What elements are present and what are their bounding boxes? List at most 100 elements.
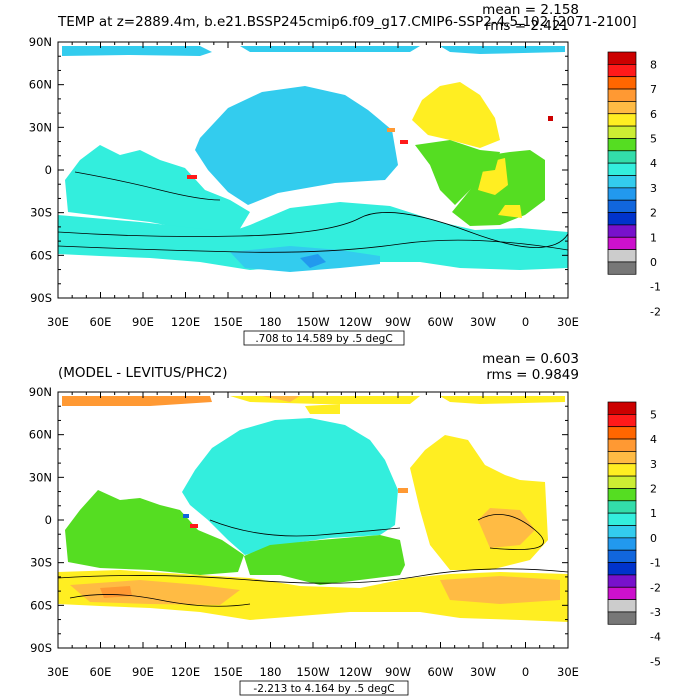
colorbar-swatch xyxy=(607,51,637,65)
colorbar-label: -5 xyxy=(650,655,661,668)
y-tick-label: 30S xyxy=(30,556,52,570)
colorbar-label: 3 xyxy=(650,458,657,471)
x-tick-label: 30E xyxy=(47,665,69,679)
colorbar-swatch xyxy=(607,537,637,551)
x-tick-label: 30E xyxy=(557,315,579,329)
y-tick-label: 60S xyxy=(30,598,52,612)
colorbar-label: 5 xyxy=(650,408,657,421)
panel-2-arctic-patch xyxy=(305,404,340,414)
y-tick-label: 60N xyxy=(29,428,52,442)
x-tick-label: 90W xyxy=(385,665,411,679)
panel-2-southern-field xyxy=(58,570,568,622)
panel-1-red-dot xyxy=(400,140,408,144)
panel-1-arctic-field-east xyxy=(240,46,420,52)
y-tick-label: 90N xyxy=(29,385,52,399)
panel-1-equatorial-atlantic-field xyxy=(415,140,500,205)
x-tick-label: 90W xyxy=(385,315,411,329)
colorbar-label: -1 xyxy=(650,557,661,570)
colorbar-swatch xyxy=(607,562,637,576)
x-tick-label: 120W xyxy=(339,665,372,679)
panel-1-mean: mean = 2.158 xyxy=(482,2,579,18)
colorbar-swatch xyxy=(607,63,637,78)
panel-2-mean: mean = 0.603 xyxy=(482,351,579,367)
panel-2-blue-dot xyxy=(183,514,189,518)
panel-2-title: (MODEL - LEVITUS/PHC2) xyxy=(58,365,228,381)
x-tick-label: 30W xyxy=(470,315,496,329)
x-tick-label: 120E xyxy=(171,315,200,329)
panel-1-contour-line xyxy=(58,239,568,253)
y-tick-label: 90S xyxy=(30,291,52,305)
x-tick-label: 0 xyxy=(522,665,529,679)
y-tick-label: 90N xyxy=(29,35,52,49)
colorbar-swatch xyxy=(607,261,637,275)
colorbar-swatch xyxy=(607,463,637,477)
colorbar-swatch xyxy=(607,187,637,201)
colorbar-label: -2 xyxy=(650,581,661,594)
x-tick-label: 150E xyxy=(213,315,242,329)
colorbar-label: 1 xyxy=(650,507,657,520)
panel-1-title: TEMP at z=2889.4m, b.e21.BSSP245cmip6.f0… xyxy=(57,14,637,30)
panel-1-arctic-field xyxy=(62,46,212,56)
panel-2-contour-line xyxy=(58,568,568,584)
panel-2-contour-info: -2.213 to 4.164 by .5 degC xyxy=(253,683,394,695)
x-tick-label: 150W xyxy=(296,665,329,679)
colorbar-label: 0 xyxy=(650,256,657,269)
panel-2-rms: rms = 0.9849 xyxy=(486,367,579,383)
x-tick-label: 60E xyxy=(90,665,112,679)
panel-1-contour-line xyxy=(74,171,221,201)
colorbar-swatch xyxy=(607,212,637,226)
colorbar-swatch xyxy=(607,175,637,189)
panel-1-orange-dot xyxy=(387,128,395,132)
colorbar-swatch xyxy=(607,438,637,452)
panel-2-indian-field xyxy=(65,490,244,575)
colorbar-label: -1 xyxy=(650,281,661,294)
colorbar-swatch xyxy=(607,426,637,440)
colorbar-swatch xyxy=(607,549,637,563)
colorbar-swatch xyxy=(607,236,637,250)
colorbar-label: 1 xyxy=(650,231,657,244)
colorbar-label: -3 xyxy=(650,606,661,619)
colorbar-swatch xyxy=(607,475,637,489)
y-tick-label: 30S xyxy=(30,206,52,220)
panel-2-arctic-field-west xyxy=(440,396,565,404)
panel-1-contour-info-box xyxy=(243,330,405,346)
y-tick-label: 60N xyxy=(29,78,52,92)
colorbar-swatch xyxy=(607,525,637,539)
panel-1-colorbar: 8 7 6 5 4 3 2 1 0 -1 -2 xyxy=(607,51,661,318)
y-tick-label: 60S xyxy=(30,248,52,262)
panel-2-map xyxy=(58,392,568,648)
panel-2-southern-hot-patch xyxy=(100,586,132,598)
panel-2-arctic-field-north xyxy=(262,396,300,402)
colorbar-swatch xyxy=(607,125,637,139)
colorbar-swatch xyxy=(607,451,637,465)
panel-1-rms: rms = 2.421 xyxy=(485,18,569,34)
panel-1-arctic-field-west xyxy=(440,46,565,54)
panel-2-contour-info-box xyxy=(239,680,409,696)
colorbar-label: 4 xyxy=(650,433,657,446)
panel-2-arctic-field xyxy=(62,396,212,406)
colorbar-swatch xyxy=(607,512,637,526)
y-tick-label: 30N xyxy=(29,120,52,134)
x-tick-label: 60W xyxy=(427,315,453,329)
colorbar-swatch xyxy=(607,249,637,263)
x-tick-label: 30W xyxy=(470,665,496,679)
colorbar-label: 5 xyxy=(650,132,657,145)
panel-1-red-dot xyxy=(187,175,197,179)
panel-1-indian-field xyxy=(65,145,250,232)
colorbar-swatch xyxy=(607,76,637,90)
colorbar-label: 0 xyxy=(650,532,657,545)
panel-1-contour-line xyxy=(58,212,568,248)
x-tick-label: 90E xyxy=(132,665,154,679)
panel-2-contour-line xyxy=(209,519,401,537)
x-tick-label: 120E xyxy=(171,665,200,679)
x-tick-label: 150E xyxy=(213,665,242,679)
panel-2-atlantic-warm-patch xyxy=(478,508,535,548)
panel-2: (MODEL - LEVITUS/PHC2) mean = 0.603 rms … xyxy=(29,351,661,696)
colorbar-label: 2 xyxy=(650,207,657,220)
colorbar-label: 4 xyxy=(650,157,657,170)
panel-1-axes: 30E 60E 90E 120E 150E 180 150W 120W 90W 60W 30W 0 30… xyxy=(29,35,579,329)
panel-2-central-band xyxy=(244,535,405,585)
panel-1-red-dot xyxy=(548,116,553,121)
panel-2-pacific-field xyxy=(182,418,398,555)
